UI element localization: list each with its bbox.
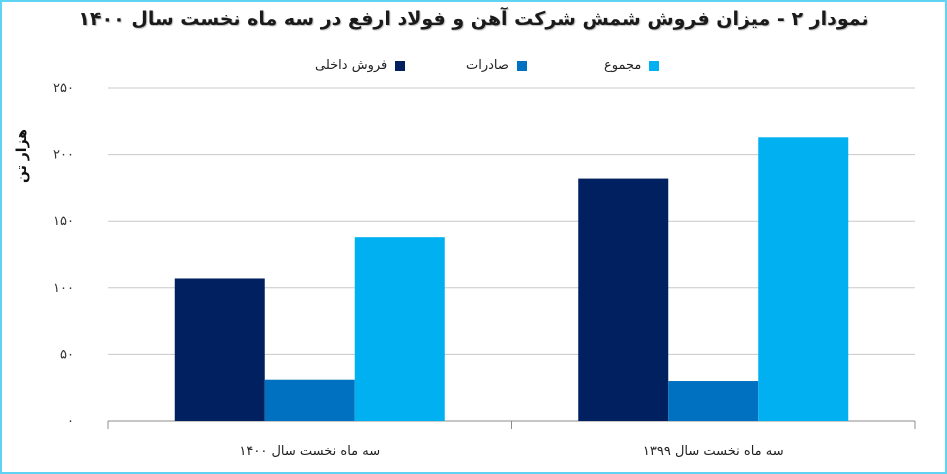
legend-item-domestic: فروش داخلی [315,58,406,73]
legend: فروش داخلی صادرات مجموع [0,58,947,80]
chart-title: نمودار ۲ - میزان فروش شمش شرکت آهن و فول… [78,8,869,30]
y-tick-label: ۰ [67,414,74,429]
bar [578,178,669,421]
bar [354,237,445,421]
legend-swatch-export [516,60,527,71]
y-tick-label: ۲۵۰ [53,81,74,96]
x-category-label: سه ماه نخست سال ۱۴۰۰ [239,444,380,459]
y-tick-label: ۱۰۰ [53,281,74,296]
bar [174,278,265,421]
legend-item-export: صادرات [466,58,527,73]
y-tick-label: ۲۰۰ [53,148,74,163]
bar [264,379,355,421]
legend-item-total: مجموع [604,58,660,73]
legend-label-export: صادرات [466,58,509,73]
legend-swatch-domestic [395,60,406,71]
bar [758,137,849,421]
legend-label-total: مجموع [604,58,642,73]
y-tick-label: ۱۵۰ [53,214,74,229]
legend-swatch-total [649,60,660,71]
y-tick-label: ۵۰ [60,347,74,362]
x-category-label: سه ماه نخست سال ۱۳۹۹ [643,444,784,459]
bar [668,381,759,421]
legend-label-domestic: فروش داخلی [315,58,388,73]
